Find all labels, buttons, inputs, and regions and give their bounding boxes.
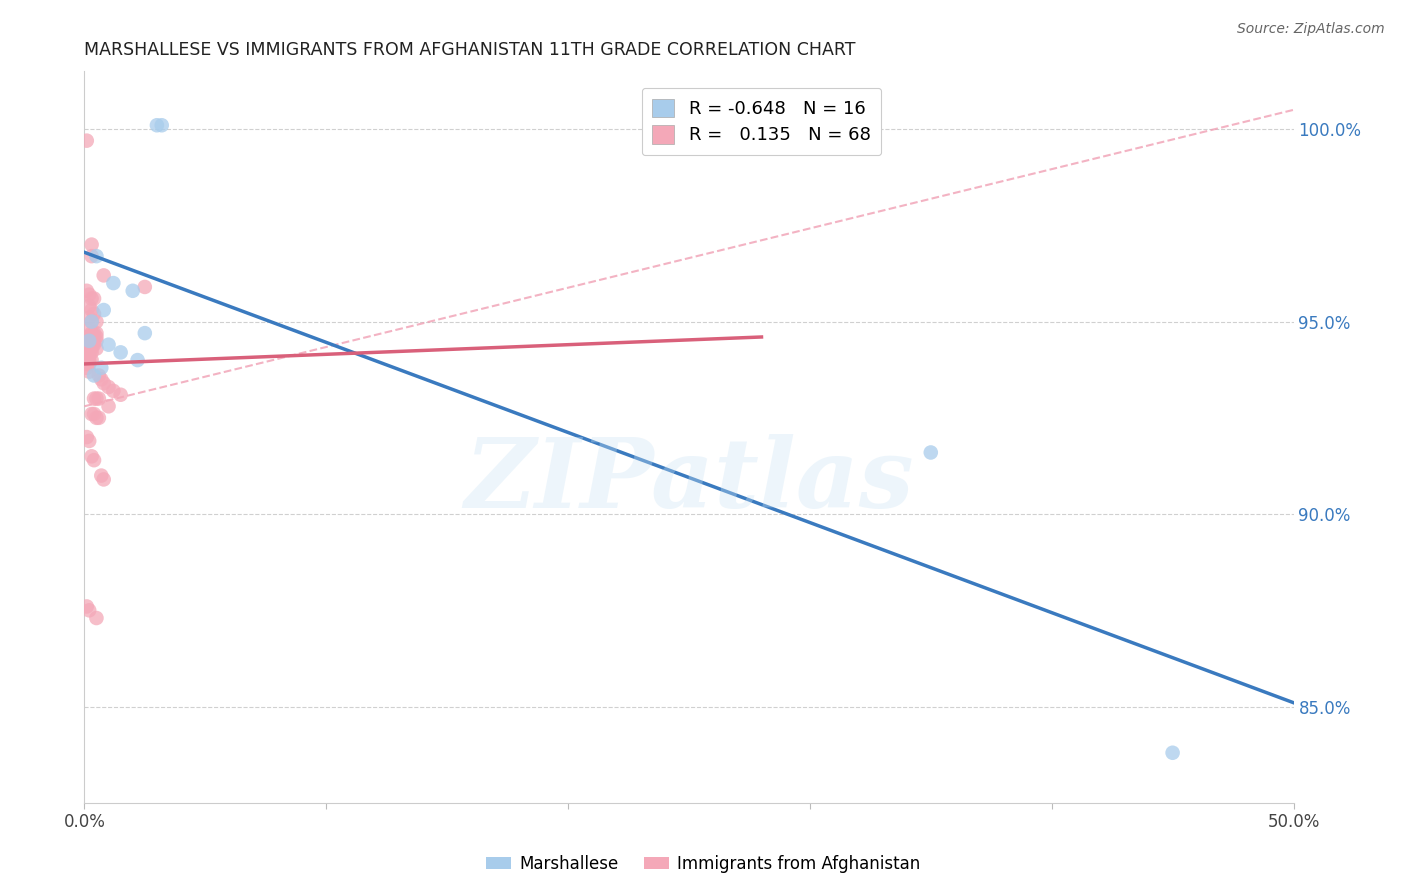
Point bbox=[76, 284, 98, 298]
Point bbox=[76, 599, 98, 614]
Point bbox=[76, 342, 98, 356]
Point bbox=[77, 353, 100, 368]
Point bbox=[77, 299, 100, 313]
Point bbox=[77, 349, 100, 363]
Point bbox=[77, 287, 100, 301]
Point bbox=[93, 376, 115, 391]
Point bbox=[93, 268, 115, 283]
Point bbox=[77, 603, 100, 617]
Point bbox=[80, 334, 103, 348]
Point bbox=[76, 345, 98, 359]
Point bbox=[110, 388, 132, 402]
Point bbox=[80, 326, 103, 340]
Point bbox=[86, 326, 108, 340]
Point bbox=[80, 407, 103, 421]
Point bbox=[77, 357, 100, 371]
Legend: R = -0.648   N = 16, R =   0.135   N = 68: R = -0.648 N = 16, R = 0.135 N = 68 bbox=[641, 87, 882, 155]
Point bbox=[83, 307, 105, 321]
Point bbox=[77, 334, 100, 348]
Point bbox=[80, 353, 103, 368]
Point bbox=[146, 118, 169, 132]
Point bbox=[76, 134, 98, 148]
Point bbox=[77, 342, 100, 356]
Point bbox=[80, 315, 103, 329]
Point bbox=[86, 315, 108, 329]
Point bbox=[134, 280, 156, 294]
Point bbox=[77, 322, 100, 336]
Point bbox=[80, 292, 103, 306]
Point bbox=[76, 430, 98, 444]
Point bbox=[1161, 746, 1184, 760]
Point bbox=[77, 330, 100, 344]
Point bbox=[86, 342, 108, 356]
Point bbox=[80, 237, 103, 252]
Point bbox=[83, 368, 105, 383]
Point bbox=[134, 326, 156, 340]
Point bbox=[86, 611, 108, 625]
Point bbox=[80, 303, 103, 318]
Point bbox=[103, 276, 125, 290]
Point bbox=[110, 345, 132, 359]
Point bbox=[97, 337, 120, 351]
Point bbox=[103, 384, 125, 398]
Text: Source: ZipAtlas.com: Source: ZipAtlas.com bbox=[1237, 22, 1385, 37]
Point bbox=[76, 353, 98, 368]
Point bbox=[83, 292, 105, 306]
Point bbox=[77, 310, 100, 325]
Point bbox=[86, 249, 108, 263]
Legend: Marshallese, Immigrants from Afghanistan: Marshallese, Immigrants from Afghanistan bbox=[479, 848, 927, 880]
Point bbox=[77, 337, 100, 351]
Point bbox=[77, 345, 100, 359]
Point bbox=[80, 450, 103, 464]
Point bbox=[77, 365, 100, 379]
Point bbox=[76, 360, 98, 375]
Point bbox=[90, 360, 112, 375]
Point bbox=[93, 472, 115, 486]
Point bbox=[86, 392, 108, 406]
Point bbox=[86, 330, 108, 344]
Point bbox=[93, 303, 115, 318]
Point bbox=[86, 334, 108, 348]
Point bbox=[83, 334, 105, 348]
Point bbox=[83, 330, 105, 344]
Point bbox=[83, 407, 105, 421]
Point bbox=[80, 249, 103, 263]
Text: ZIPatlas: ZIPatlas bbox=[464, 434, 914, 528]
Point bbox=[97, 399, 120, 413]
Point bbox=[76, 334, 98, 348]
Point bbox=[80, 315, 103, 329]
Point bbox=[86, 410, 108, 425]
Point bbox=[87, 392, 110, 406]
Point bbox=[90, 372, 112, 386]
Point bbox=[83, 337, 105, 351]
Point bbox=[83, 326, 105, 340]
Point bbox=[80, 345, 103, 359]
Point bbox=[83, 392, 105, 406]
Point bbox=[150, 118, 173, 132]
Point bbox=[87, 410, 110, 425]
Text: MARSHALLESE VS IMMIGRANTS FROM AFGHANISTAN 11TH GRADE CORRELATION CHART: MARSHALLESE VS IMMIGRANTS FROM AFGHANIST… bbox=[84, 41, 856, 59]
Point bbox=[920, 445, 942, 459]
Point bbox=[97, 380, 120, 394]
Point bbox=[80, 342, 103, 356]
Point bbox=[90, 468, 112, 483]
Point bbox=[77, 434, 100, 448]
Point bbox=[83, 453, 105, 467]
Point bbox=[76, 349, 98, 363]
Point bbox=[87, 368, 110, 383]
Point bbox=[76, 357, 98, 371]
Point bbox=[127, 353, 149, 368]
Point bbox=[121, 284, 143, 298]
Point bbox=[76, 330, 98, 344]
Point bbox=[76, 337, 98, 351]
